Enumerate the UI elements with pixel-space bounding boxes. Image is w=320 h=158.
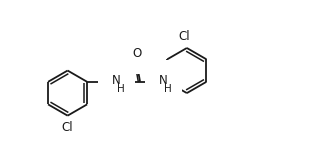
- Text: N: N: [112, 74, 121, 87]
- Text: N: N: [159, 74, 168, 87]
- Text: O: O: [132, 47, 142, 60]
- Text: Cl: Cl: [179, 30, 190, 43]
- Text: Cl: Cl: [62, 121, 73, 134]
- Text: H: H: [117, 84, 125, 94]
- Text: H: H: [164, 84, 172, 94]
